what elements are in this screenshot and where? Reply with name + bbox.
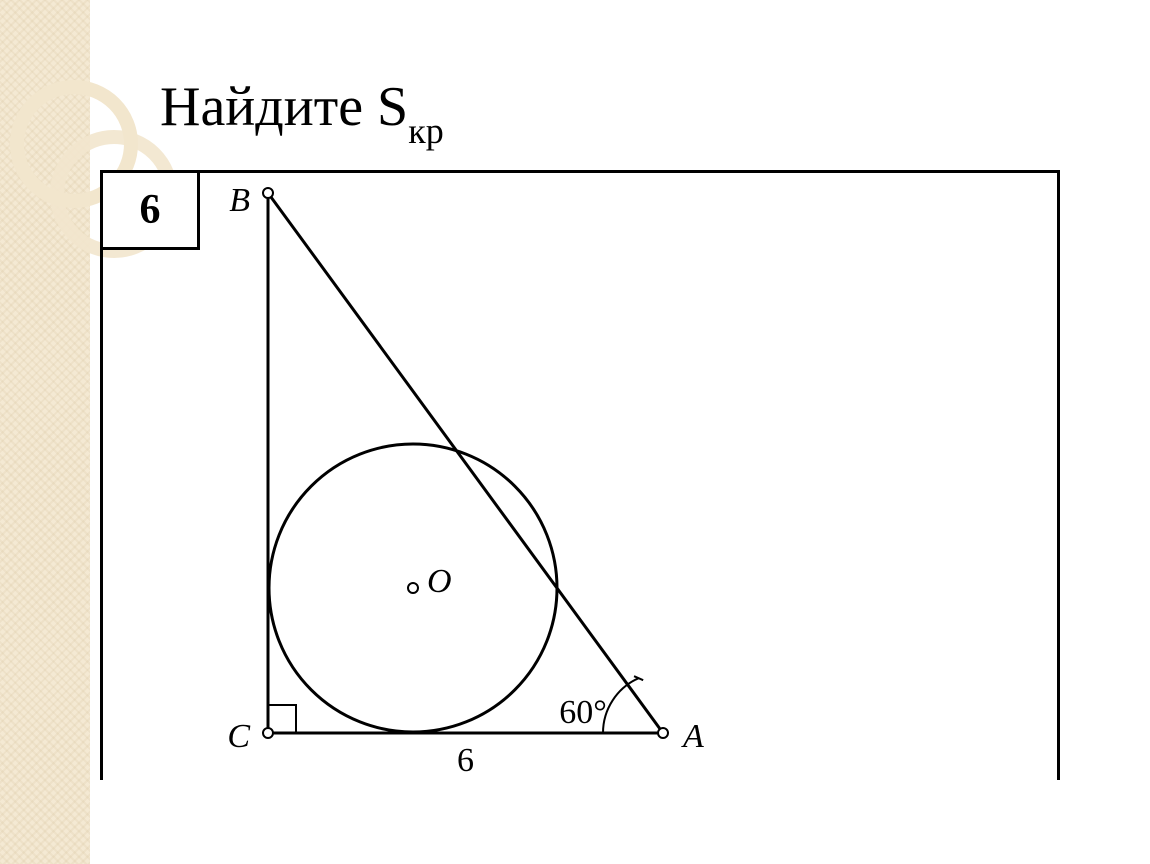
svg-text:6: 6 <box>457 742 474 779</box>
title-main: Найдите S <box>160 76 408 138</box>
figure-frame: 6 B C A O 60° 6 <box>100 170 1060 780</box>
svg-text:B: B <box>229 182 250 219</box>
svg-text:A: A <box>681 718 704 755</box>
svg-text:O: O <box>427 563 452 600</box>
title-sub: кр <box>408 111 444 151</box>
svg-text:C: C <box>227 718 250 755</box>
svg-text:60°: 60° <box>559 694 607 731</box>
geometry-diagram: B C A O 60° 6 <box>103 173 1063 783</box>
page-title: Найдите Sкр <box>160 75 444 146</box>
